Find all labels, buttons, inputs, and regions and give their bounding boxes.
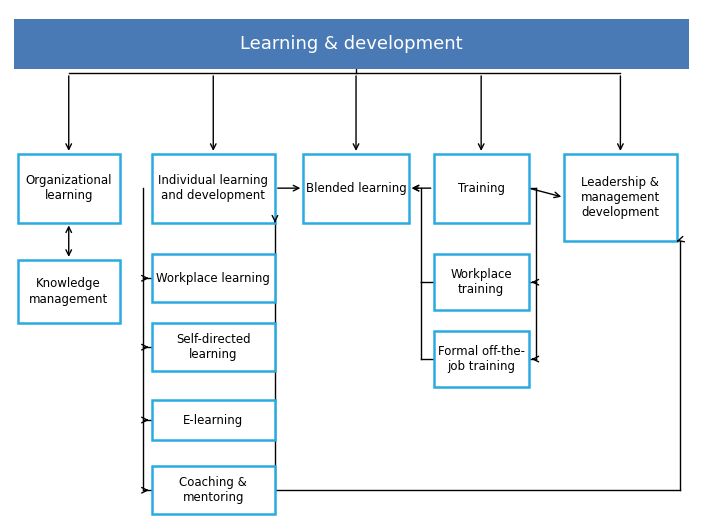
FancyBboxPatch shape bbox=[18, 154, 120, 223]
FancyBboxPatch shape bbox=[434, 154, 529, 223]
Text: Blended learning: Blended learning bbox=[306, 182, 406, 195]
FancyBboxPatch shape bbox=[152, 154, 275, 223]
FancyBboxPatch shape bbox=[152, 323, 275, 371]
FancyBboxPatch shape bbox=[152, 466, 275, 514]
Text: Coaching &
mentoring: Coaching & mentoring bbox=[179, 476, 247, 504]
Text: Formal off-the-
job training: Formal off-the- job training bbox=[438, 345, 525, 373]
Text: Workplace
training: Workplace training bbox=[450, 268, 512, 296]
FancyBboxPatch shape bbox=[152, 254, 275, 302]
FancyBboxPatch shape bbox=[18, 260, 120, 323]
FancyBboxPatch shape bbox=[434, 331, 529, 387]
Text: Workplace learning: Workplace learning bbox=[157, 272, 270, 285]
Text: Organizational
learning: Organizational learning bbox=[25, 174, 112, 202]
Text: Self-directed
learning: Self-directed learning bbox=[176, 333, 250, 361]
Text: Knowledge
management: Knowledge management bbox=[29, 278, 109, 305]
FancyBboxPatch shape bbox=[14, 19, 689, 69]
FancyBboxPatch shape bbox=[564, 154, 677, 241]
FancyBboxPatch shape bbox=[303, 154, 409, 223]
Text: Individual learning
and development: Individual learning and development bbox=[158, 174, 269, 202]
Text: Training: Training bbox=[458, 182, 505, 195]
Text: E-learning: E-learning bbox=[183, 413, 243, 427]
Text: Learning & development: Learning & development bbox=[240, 35, 463, 52]
FancyBboxPatch shape bbox=[152, 400, 275, 440]
Text: Leadership &
management
development: Leadership & management development bbox=[581, 176, 660, 219]
FancyBboxPatch shape bbox=[434, 254, 529, 310]
